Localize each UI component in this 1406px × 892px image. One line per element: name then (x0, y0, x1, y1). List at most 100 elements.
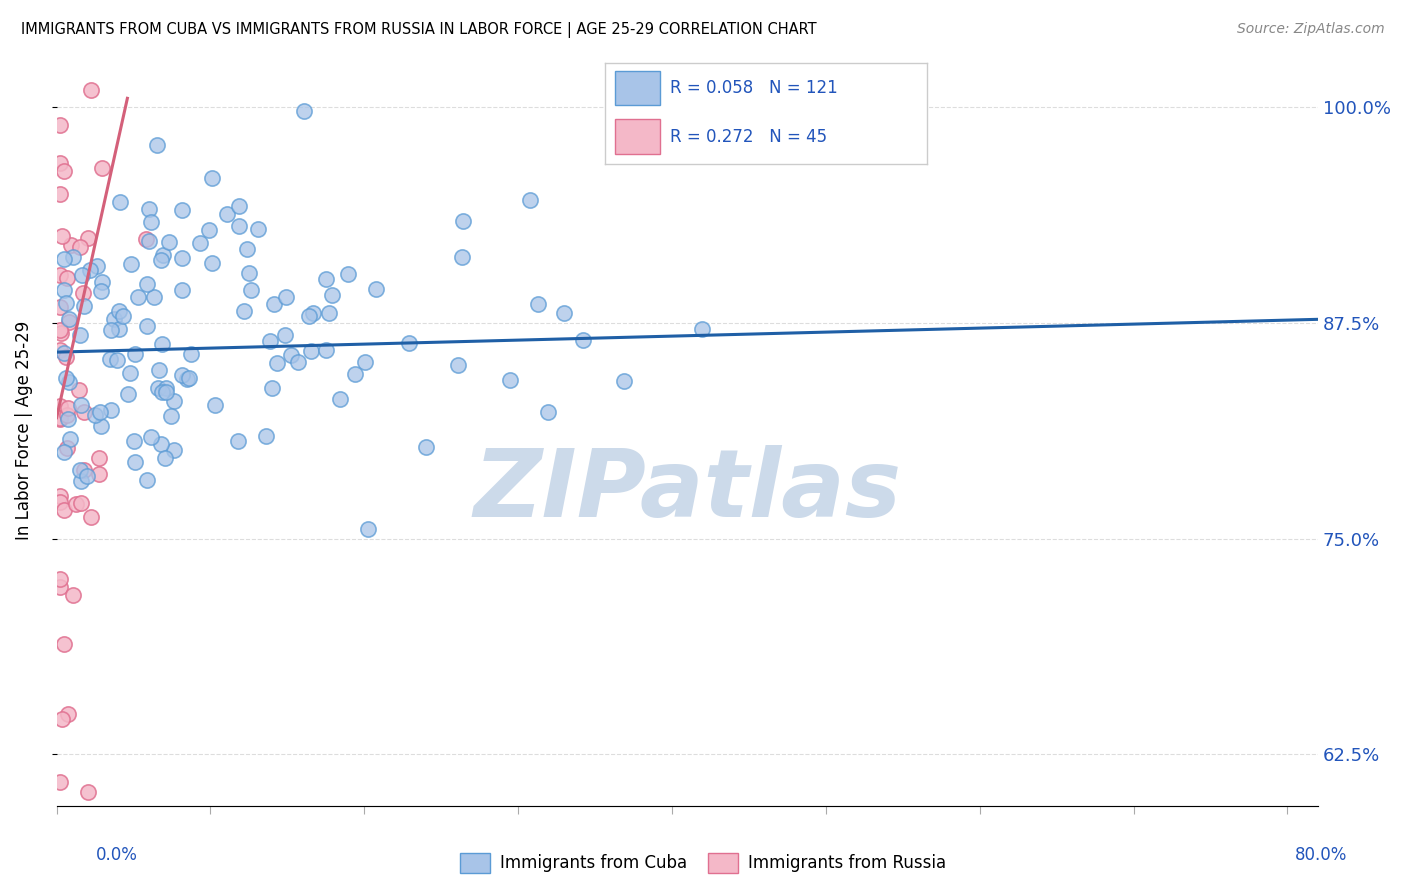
Point (55, 409, 77, 423)
Point (136, 318, 159, 333)
Point (139, 430, 162, 444)
Point (553, 306, 575, 320)
Point (150, 336, 173, 351)
Point (146, 138, 169, 153)
Point (48, 268, 70, 282)
Point (172, 251, 194, 265)
Point (65, 497, 87, 511)
Point (177, 370, 200, 384)
Point (58, 375, 80, 389)
Point (170, 284, 193, 298)
Point (67, 383, 90, 397)
Point (56, 401, 79, 415)
Point (69, 240, 91, 254)
Point (48, 187, 70, 202)
Point (90, 284, 112, 298)
Point (451, 250, 474, 264)
Point (247, 222, 270, 236)
Point (143, 290, 166, 304)
Point (298, 309, 321, 323)
Point (59, 432, 82, 446)
Point (56, 271, 79, 285)
Point (69, 474, 91, 488)
Text: 80.0%: 80.0% (1295, 846, 1347, 863)
Point (48, 411, 70, 425)
Point (266, 355, 288, 369)
Point (77, 230, 100, 244)
Point (69, 496, 91, 510)
Point (56, 442, 79, 456)
Point (357, 522, 380, 536)
Point (49, 323, 72, 337)
Point (52, 637, 75, 651)
Point (138, 202, 160, 216)
Point (120, 367, 142, 381)
Point (155, 385, 177, 400)
Point (292, 103, 315, 118)
Point (58, 315, 80, 329)
Point (138, 234, 160, 248)
Point (73, 463, 96, 477)
Point (301, 343, 323, 358)
Point (98, 352, 121, 367)
Point (263, 297, 285, 311)
Point (51, 712, 73, 726)
Point (236, 242, 259, 256)
Text: IMMIGRANTS FROM CUBA VS IMMIGRANTS FROM RUSSIA IN LABOR FORCE | AGE 25-29 CORREL: IMMIGRANTS FROM CUBA VS IMMIGRANTS FROM … (21, 22, 817, 38)
Point (56, 707, 79, 722)
Point (91, 161, 114, 175)
Point (53, 283, 76, 297)
Point (226, 434, 249, 448)
Point (232, 304, 254, 318)
Point (62, 250, 84, 264)
Point (315, 272, 337, 286)
Point (228, 219, 250, 233)
Point (91, 275, 114, 289)
Point (100, 323, 122, 337)
Text: ZIPatlas: ZIPatlas (474, 445, 901, 537)
Point (60, 238, 83, 252)
Point (122, 434, 145, 448)
Point (176, 372, 198, 386)
Point (72, 299, 94, 313)
Point (86, 259, 108, 273)
Point (692, 321, 714, 335)
Point (155, 381, 177, 395)
Point (398, 335, 420, 350)
Point (136, 277, 159, 291)
Point (498, 373, 520, 387)
Point (49, 155, 72, 169)
Point (48, 410, 70, 425)
Point (120, 257, 142, 271)
Point (76, 468, 98, 483)
Point (135, 473, 157, 487)
Point (111, 309, 134, 323)
Point (108, 304, 131, 318)
Point (124, 346, 146, 360)
Y-axis label: In Labor Force | Age 25-29: In Labor Force | Age 25-29 (15, 321, 32, 541)
Point (343, 367, 366, 381)
Point (100, 402, 122, 417)
Point (238, 266, 260, 280)
Point (260, 381, 283, 395)
Point (613, 374, 636, 388)
Point (105, 353, 128, 368)
Point (215, 207, 238, 221)
Point (159, 409, 181, 424)
Point (170, 368, 193, 383)
Point (150, 253, 173, 268)
Point (90, 418, 112, 433)
Point (329, 392, 352, 406)
Point (201, 171, 224, 186)
Point (89, 405, 111, 419)
Point (190, 235, 212, 250)
Point (453, 214, 475, 228)
Point (321, 288, 343, 302)
Point (519, 193, 541, 207)
Point (87, 451, 110, 466)
Point (536, 405, 558, 419)
Point (148, 381, 170, 395)
Point (110, 195, 132, 210)
Point (69, 398, 91, 412)
Point (49, 326, 72, 340)
